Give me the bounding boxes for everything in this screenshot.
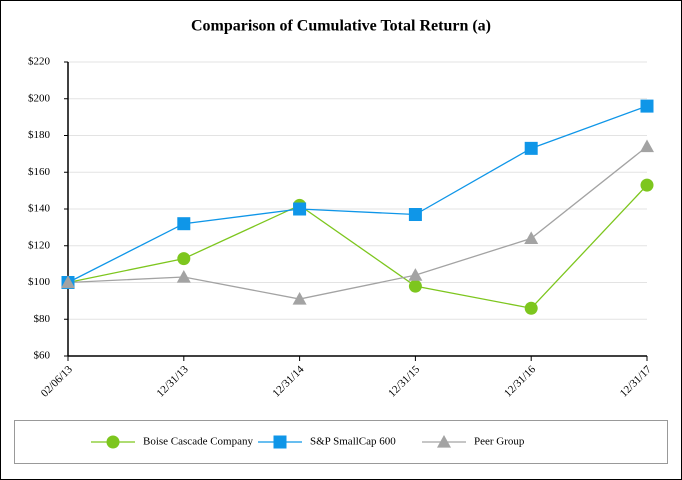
series-line (67, 146, 648, 300)
marker (408, 208, 422, 222)
marker (177, 217, 191, 231)
y-tick-label: $160 (28, 166, 51, 178)
marker (524, 231, 539, 244)
y-tick-label: $60 (34, 350, 51, 362)
legend-label: S&P SmallCap 600 (310, 436, 396, 448)
y-tick-label: $100 (28, 276, 51, 288)
legend-label: Peer Group (474, 436, 525, 448)
y-tick-label: $200 (28, 92, 51, 104)
y-tick-label: $120 (28, 239, 51, 251)
marker (293, 202, 307, 216)
chart-title: Comparison of Cumulative Total Return (a… (191, 18, 491, 35)
marker (176, 269, 191, 283)
y-tick-label: $140 (28, 203, 51, 215)
marker (408, 268, 423, 281)
y-tick-label: $220 (28, 56, 51, 68)
series-line (67, 184, 648, 309)
marker (524, 141, 538, 155)
marker (106, 435, 120, 449)
marker (640, 99, 654, 113)
marker (437, 435, 451, 448)
marker (524, 301, 538, 315)
marker (61, 275, 75, 289)
legend-label: Boise Cascade Company (143, 436, 253, 448)
marker (177, 252, 191, 266)
legend-box (14, 420, 668, 464)
y-tick-label: $80 (34, 313, 51, 325)
series-line (67, 105, 648, 284)
marker (640, 178, 654, 192)
marker (292, 292, 307, 305)
y-tick-label: $180 (28, 129, 51, 141)
marker (640, 139, 654, 153)
marker (408, 279, 422, 293)
marker (273, 435, 287, 449)
